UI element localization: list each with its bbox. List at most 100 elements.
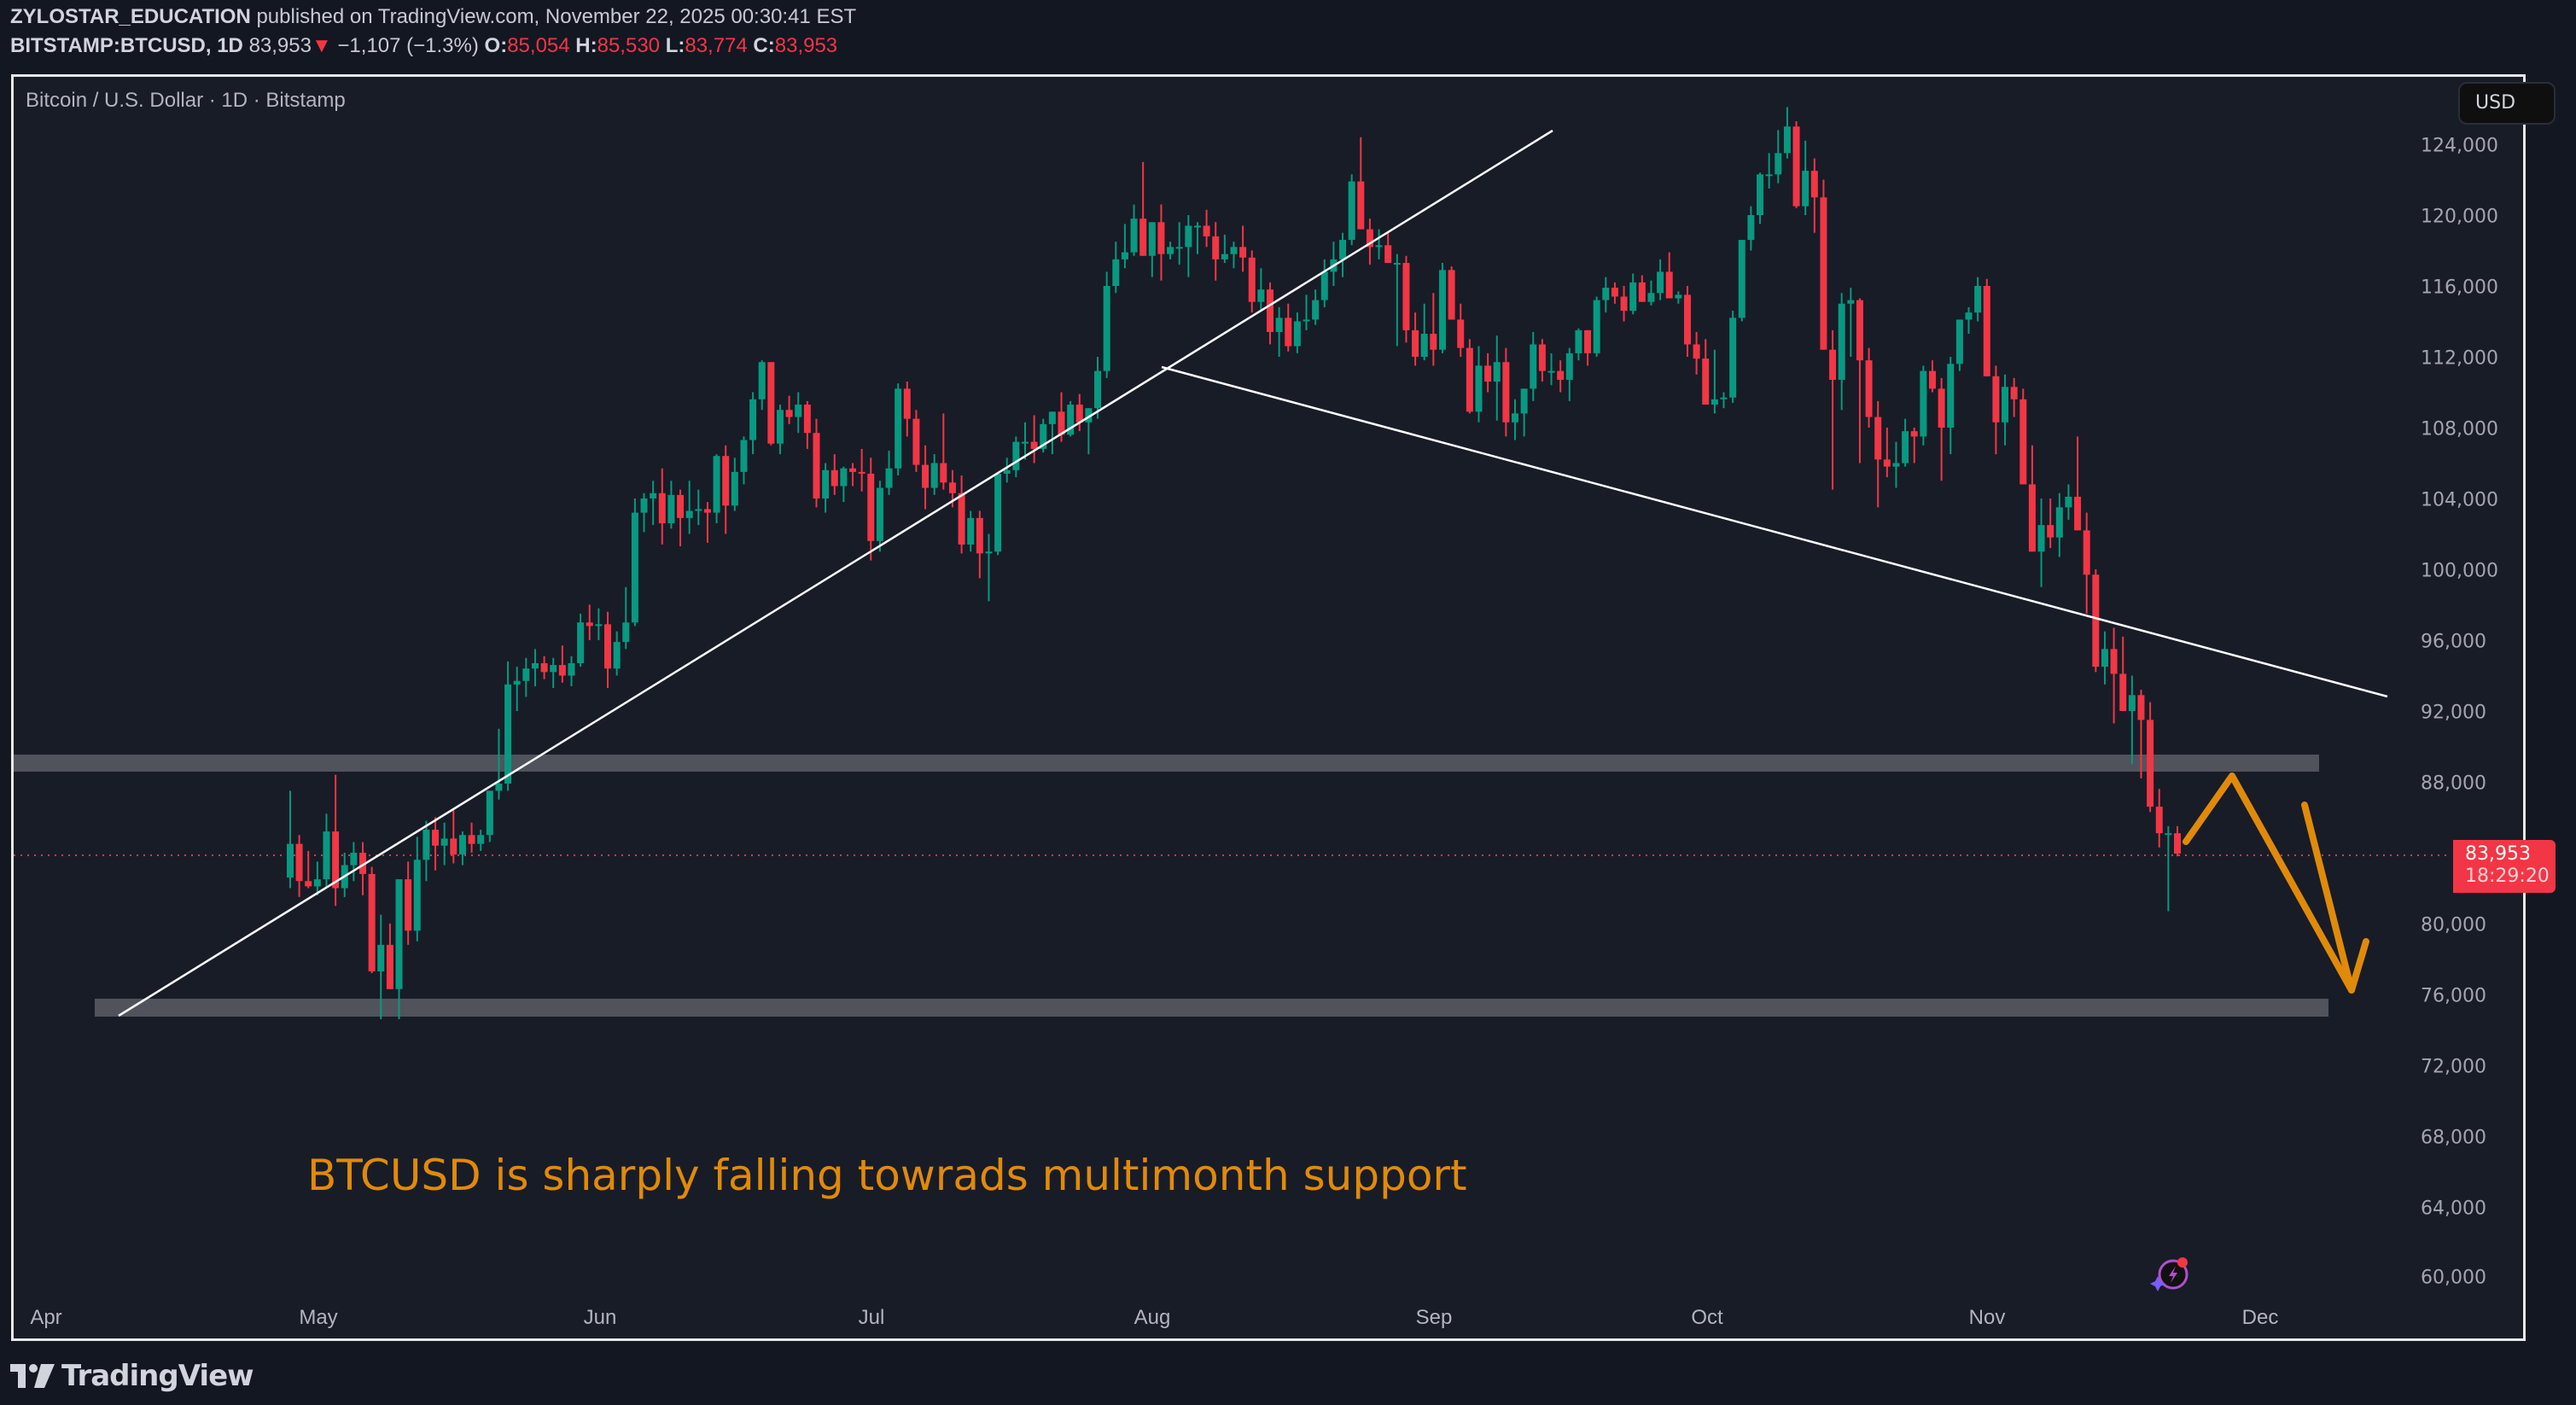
candle-body [1303, 319, 1310, 322]
y-tick: 104,000 [2421, 489, 2498, 511]
ascending-trendline[interactable] [118, 129, 1553, 1017]
candle-body [994, 473, 1002, 552]
candle-body [1003, 469, 1011, 474]
symbol-name: BITSTAMP:BTCUSD, 1D [10, 34, 243, 57]
candle-body [1293, 321, 1301, 347]
candle-body [758, 362, 766, 399]
candle-body [1103, 286, 1110, 371]
candle-body [413, 860, 421, 931]
candle-body [1239, 247, 1247, 258]
candle-body [849, 468, 857, 472]
candle-body [1357, 181, 1365, 230]
candle-body [1910, 431, 1918, 437]
candle-body [785, 410, 793, 417]
published-text: published on TradingView.com, November 2… [256, 5, 857, 28]
tradingview-logo[interactable]: TradingView [10, 1359, 254, 1393]
candle-body [1575, 329, 1582, 353]
candle-body [531, 662, 539, 669]
candle-body [1892, 463, 1900, 467]
close-value: 83,953 [774, 34, 838, 57]
candle-body [1829, 349, 1837, 380]
candle-body [1565, 353, 1573, 380]
candle-body [1285, 318, 1292, 347]
candle-body [540, 662, 548, 673]
candle-body [1058, 411, 1065, 435]
resistance-zone[interactable] [14, 755, 2319, 772]
candle-body [895, 388, 902, 469]
support-zone[interactable] [95, 999, 2328, 1017]
high-value: 85,530 [597, 34, 661, 57]
candle-body [1175, 247, 1183, 249]
last-price: 83,953 [248, 34, 312, 57]
candle-body [1484, 365, 1492, 382]
candle-body [1267, 289, 1273, 332]
candle-body [613, 642, 621, 669]
annotation-text[interactable]: BTCUSD is sharply falling towrads multim… [307, 1151, 1467, 1200]
candle-body [1040, 423, 1047, 449]
y-tick: 108,000 [2421, 418, 2498, 440]
x-tick: Nov [1968, 1306, 2006, 1329]
candle-body [1438, 270, 1446, 350]
currency-button[interactable]: USD [2458, 82, 2556, 125]
candle-body [2047, 525, 2054, 538]
candle-body [1193, 225, 1201, 228]
candle-body [650, 493, 657, 498]
candle-body [1502, 362, 1510, 423]
candlestick-series [286, 107, 2181, 1020]
candle-body [1775, 153, 1782, 175]
candle-body [885, 468, 893, 488]
y-tick: 92,000 [2421, 702, 2486, 724]
candle-body [713, 456, 720, 513]
candle-body [1112, 259, 1120, 286]
candle-body [1375, 245, 1383, 248]
candle-body [1955, 319, 1963, 364]
candle-body [1720, 397, 1728, 399]
ai-spark-icon[interactable] [2148, 1251, 2195, 1298]
y-tick: 72,000 [2421, 1056, 2486, 1078]
candle-body [1457, 319, 1465, 348]
x-tick: Oct [1691, 1306, 1723, 1329]
projection-arrow[interactable] [2183, 772, 2369, 994]
candle-body [1530, 344, 1537, 389]
candle-body [1711, 399, 1718, 405]
candle-body [486, 790, 493, 836]
candle-body [1593, 300, 1600, 353]
candle-body [1538, 344, 1546, 371]
candle-body [940, 463, 947, 483]
candle-body [2074, 496, 2082, 531]
y-tick: 112,000 [2421, 347, 2498, 370]
y-tick: 96,000 [2421, 631, 2486, 653]
candle-body [667, 494, 675, 524]
candle-body [1584, 329, 1592, 353]
candle-body [1629, 282, 1637, 312]
candle-body [948, 482, 956, 493]
y-tick: 60,000 [2421, 1267, 2486, 1289]
candle-body [685, 510, 693, 518]
candle-body [858, 471, 865, 474]
chart-frame[interactable] [11, 74, 2526, 1341]
symbol-info-line: BITSTAMP:BTCUSD, 1D 83,953▼ −1,107 (−1.3… [10, 34, 837, 58]
candle-body [1693, 344, 1700, 359]
candle-body [395, 879, 403, 989]
candle-body [867, 473, 875, 541]
candle-body [703, 509, 711, 513]
candle-body [1021, 441, 1029, 444]
y-tick: 88,000 [2421, 772, 2486, 795]
candle-body [640, 498, 648, 513]
candle-body [1493, 362, 1501, 382]
candle-body [1810, 171, 1818, 198]
author-name: ZYLOSTAR_EDUCATION [10, 5, 251, 28]
x-tick: Jul [858, 1306, 885, 1329]
candle-body [595, 624, 603, 627]
candle-body [631, 512, 638, 623]
candle-body [1647, 293, 1655, 302]
descending-trendline[interactable] [1161, 365, 2388, 698]
x-tick: Sep [1415, 1306, 1453, 1329]
last-price-value: 83,953 [2465, 843, 2531, 865]
candle-body [368, 873, 376, 972]
candle-body [722, 456, 730, 506]
candle-body [1874, 417, 1882, 460]
candle-body [577, 622, 585, 663]
candle-body [1412, 329, 1419, 357]
